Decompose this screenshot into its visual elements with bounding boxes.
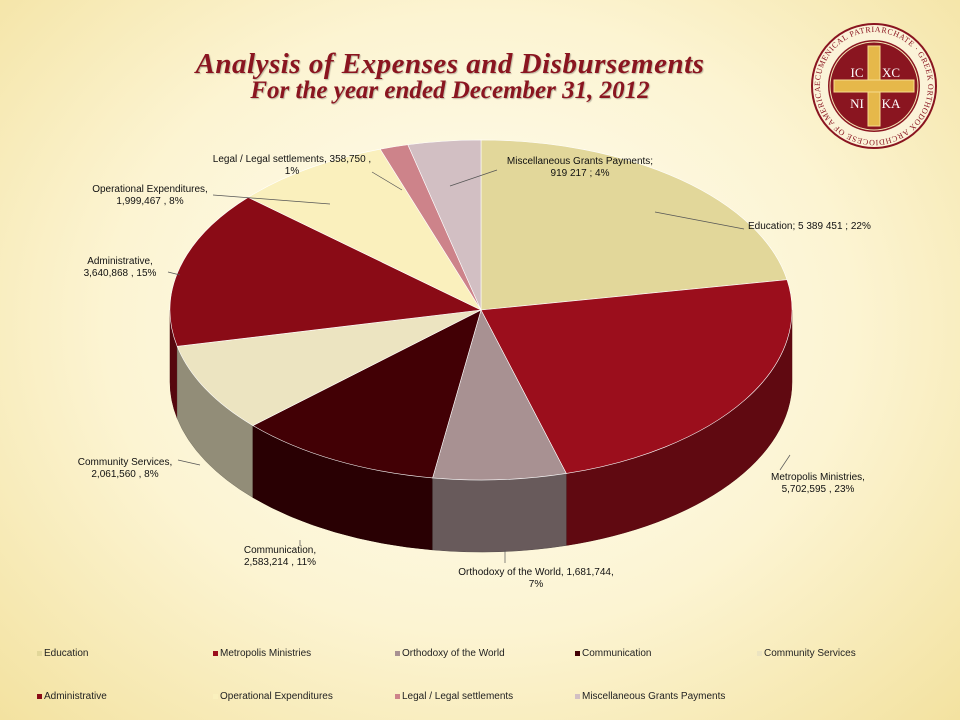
pie-tops — [169, 139, 793, 481]
data-label: Metropolis Ministries, — [771, 472, 865, 483]
data-label: Communication, — [244, 545, 316, 556]
cross-letters-ka: KA — [882, 96, 901, 111]
chart-subtitle: For the year ended December 31, 2012 — [250, 77, 650, 104]
data-label: Education; 5 389 451 ; 22% — [748, 221, 871, 232]
pie-slice-orthodoxy-of-the-world — [432, 309, 567, 481]
data-labels: Education; 5 389 451 ; 22% Metropolis Min… — [78, 154, 871, 590]
data-label: 3,640,868 , 15% — [84, 268, 157, 279]
pie-slice-communication — [252, 309, 482, 479]
leader-line — [212, 194, 331, 205]
leader-line — [449, 169, 498, 187]
pie-slice-education — [480, 139, 788, 311]
pie-sides — [169, 309, 793, 553]
leader-line — [654, 211, 745, 230]
pie-slice-community-services — [176, 309, 482, 426]
title-block: Analysis of Expenses and Disbursements F… — [110, 48, 790, 105]
pie-slice-metropolis-ministries — [480, 279, 793, 474]
data-label: 919 217 ; 4% — [551, 168, 610, 179]
data-label: 2,061,560 , 8% — [91, 469, 158, 480]
pie-slice-operational-expenditures — [247, 148, 482, 311]
cross-letters-ni: NI — [850, 96, 864, 111]
pie-slice-administrative — [169, 196, 483, 347]
cross-letters-ic: IC — [851, 65, 864, 80]
data-label: Operational Expenditures, — [92, 184, 208, 195]
cross-letters-xc: XC — [882, 65, 900, 80]
leader-line — [779, 454, 791, 471]
leader-line — [371, 171, 403, 191]
leader-line — [167, 271, 181, 276]
data-label: Community Services, — [78, 457, 172, 468]
chart-title: Analysis of Expenses and Disbursements — [195, 48, 705, 80]
data-label: 2,583,214 , 11% — [244, 557, 316, 568]
data-label: 1% — [285, 166, 300, 177]
archdiocese-seal-logo: IC XC NI KA ECUMENICAL PATRIARCHATE · GR… — [811, 23, 937, 149]
pie-side-orthodoxy-of-the-world — [432, 473, 567, 553]
pie-slice-miscellaneous-grants-payments — [407, 139, 482, 311]
data-label: Administrative, — [87, 256, 153, 267]
leader-line — [177, 459, 201, 466]
data-label: 1,999,467 , 8% — [116, 196, 183, 207]
data-label: Miscellaneous Grants Payments; — [507, 156, 653, 167]
data-label: 5,702,595 , 23% — [782, 484, 855, 495]
data-label: Orthodoxy of the World, 1,681,744, — [458, 567, 613, 578]
data-label: 7% — [529, 579, 544, 590]
data-label: Legal / Legal settlements, 358,750 , — [213, 154, 371, 165]
